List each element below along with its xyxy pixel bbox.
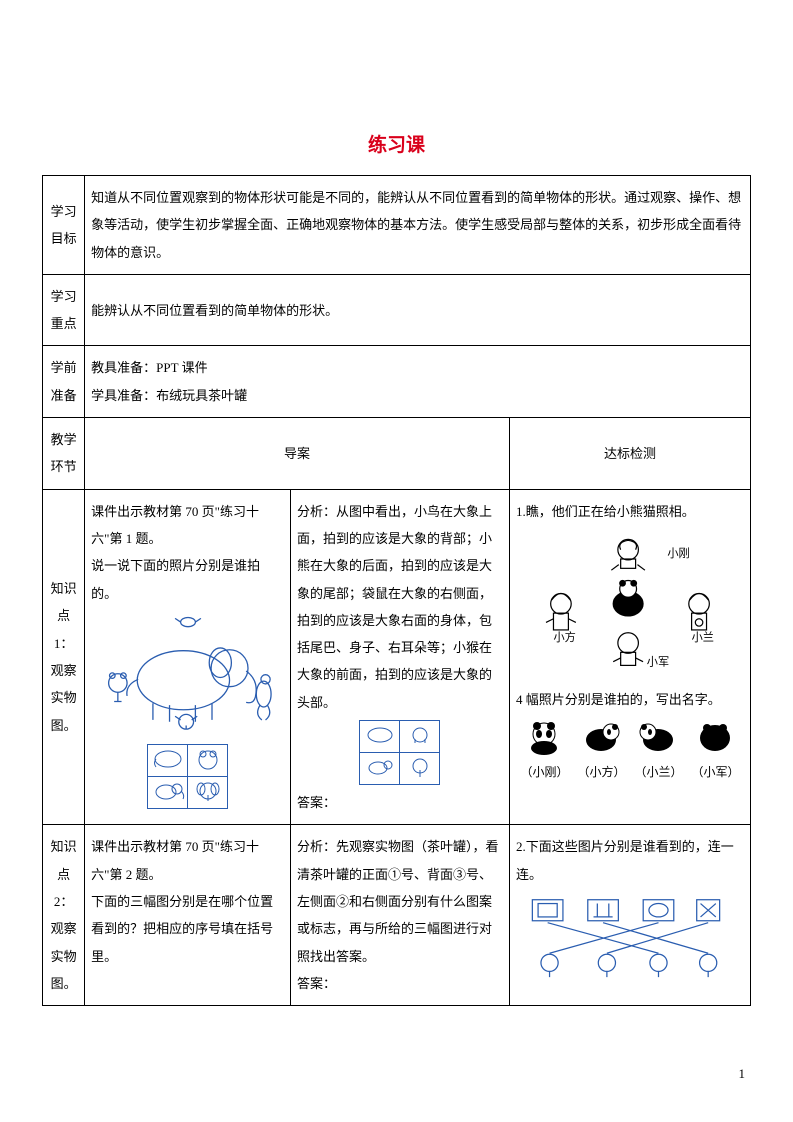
ans-cell	[400, 753, 440, 785]
view-side	[148, 777, 188, 809]
answer-names-row: （小刚） （小方） （小兰） （小军）	[516, 760, 744, 785]
kp1-col3-b: 4 幅照片分别是谁拍的，写出名字。	[516, 686, 744, 713]
table-row: 知识 点 1： 观察 实物 图。 课件出示教材第 70 页"练习十六"第 1 题…	[43, 489, 751, 825]
elephant-views-grid	[147, 744, 228, 809]
row-label-goal: 学习 目标	[43, 176, 85, 275]
kp1-col3-a: 1.瞧，他们正在给小熊猫照相。	[516, 498, 744, 525]
seg-col2-text: 导案	[284, 446, 310, 461]
kp1-analysis: 分析：从图中看出，小鸟在大象上面，拍到的应该是大象的背部；小熊在大象的后面，拍到…	[297, 498, 503, 716]
row-label-kp1: 知识 点 1： 观察 实物 图。	[43, 489, 85, 825]
lesson-table: 学习 目标 知道从不同位置观察到的物体形状可能是不同的，能辨认从不同位置看到的简…	[42, 175, 751, 1006]
kp2-answer-label: 答案：	[297, 970, 503, 997]
goal-cell: 知道从不同位置观察到的物体形状可能是不同的，能辨认从不同位置看到的简单物体的形状…	[85, 176, 751, 275]
ans-cell	[360, 721, 400, 753]
answer-label: 答案：	[297, 789, 336, 816]
view-back	[148, 745, 188, 777]
answer-block: 答案：	[297, 720, 503, 816]
kids-panda-svg: 小刚 小方 小兰 小军	[520, 531, 740, 671]
row-label-seg: 教学 环节	[43, 418, 85, 490]
elephant-scene-svg	[93, 611, 283, 731]
kp2-col1: 课件出示教材第 70 页"练习十六"第 2 题。 下面的三幅图分别是在哪个位置看…	[85, 825, 291, 1006]
elephant-illustration	[93, 611, 283, 809]
panda-icon	[522, 718, 566, 756]
kp2-col3: 2.下面这些图片分别是谁看到的，连一连。	[509, 825, 750, 1006]
answer-grid	[359, 720, 440, 785]
panda-photos-row	[516, 718, 744, 756]
kp2-col3-text: 2.下面这些图片分别是谁看到的，连一连。	[516, 833, 744, 888]
table-row: 教学 环节 导案 达标检测	[43, 418, 751, 490]
page-number: 1	[739, 1066, 746, 1082]
table-row: 知识 点 2： 观察 实物 图。 课件出示教材第 70 页"练习十六"第 2 题…	[43, 825, 751, 1006]
kp1-col2: 分析：从图中看出，小鸟在大象上面，拍到的应该是大象的背部；小熊在大象的后面，拍到…	[291, 489, 510, 825]
label-text: 知识 点 1： 观察 实物 图。	[51, 581, 77, 732]
label-text: 教学 环节	[51, 432, 77, 474]
prep-cell: 教具准备：PPT 课件 学具准备：布绒玩具茶叶罐	[85, 346, 751, 418]
page-title: 练习课	[42, 130, 751, 157]
kid-label-1: 小刚	[667, 546, 689, 560]
table-row: 学习 目标 知道从不同位置观察到的物体形状可能是不同的，能辨认从不同位置看到的简…	[43, 176, 751, 275]
panda-icon	[693, 718, 737, 756]
kp1-col1-b: 说一说下面的照片分别是谁拍的。	[91, 552, 284, 607]
panda-icon	[579, 718, 623, 756]
label-text: 学前 准备	[51, 360, 77, 402]
kp2-col1-a: 课件出示教材第 70 页"练习十六"第 2 题。	[91, 833, 284, 888]
kp2-col2: 分析：先观察实物图（茶叶罐），看清茶叶罐的正面①号、背面③号、左侧面②和右侧面分…	[291, 825, 510, 1006]
label-text: 学习 重点	[51, 289, 77, 331]
kid-label-4: 小军	[647, 655, 669, 668]
kids-illustration: 小刚 小方 小兰 小军	[516, 531, 744, 680]
kp1-col1-a: 课件出示教材第 70 页"练习十六"第 1 题。	[91, 498, 284, 553]
prep-line-1: 教具准备：PPT 课件	[91, 354, 744, 381]
prep-line-2: 学具准备：布绒玩具茶叶罐	[91, 382, 744, 409]
kid-label-2: 小方	[553, 630, 575, 644]
kp2-col1-b: 下面的三幅图分别是在哪个位置看到的？把相应的序号填在括号里。	[91, 888, 284, 970]
seg-col3-text: 达标检测	[604, 446, 656, 461]
kp1-col3: 1.瞧，他们正在给小熊猫照相。	[509, 489, 750, 825]
connect-illustration	[516, 894, 744, 989]
row-label-prep: 学前 准备	[43, 346, 85, 418]
kp1-col1: 课件出示教材第 70 页"练习十六"第 1 题。 说一说下面的照片分别是谁拍的。	[85, 489, 291, 825]
kid-label-3: 小兰	[692, 631, 714, 644]
ans-name: （小兰）	[634, 760, 682, 785]
seg-header-dabiao: 达标检测	[509, 418, 750, 490]
page-container: 练习课 学习 目标 知道从不同位置观察到的物体形状可能是不同的，能辨认从不同位置…	[0, 0, 793, 1046]
ans-name: （小刚）	[520, 760, 568, 785]
table-row: 学习 重点 能辨认从不同位置看到的简单物体的形状。	[43, 274, 751, 346]
ans-cell	[400, 721, 440, 753]
table-row: 学前 准备 教具准备：PPT 课件 学具准备：布绒玩具茶叶罐	[43, 346, 751, 418]
ans-name: （小方）	[577, 760, 625, 785]
row-label-focus: 学习 重点	[43, 274, 85, 346]
connect-svg	[516, 894, 736, 980]
seg-header-daoan: 导案	[85, 418, 510, 490]
view-front	[188, 777, 228, 809]
view-tail	[188, 745, 228, 777]
row-label-kp2: 知识 点 2： 观察 实物 图。	[43, 825, 85, 1006]
panda-icon	[636, 718, 680, 756]
label-text: 学习 目标	[51, 204, 77, 246]
kp2-analysis: 分析：先观察实物图（茶叶罐），看清茶叶罐的正面①号、背面③号、左侧面②和右侧面分…	[297, 833, 503, 969]
ans-cell	[360, 753, 400, 785]
ans-name: （小军）	[691, 760, 739, 785]
label-text: 知识 点 2： 观察 实物 图。	[51, 839, 77, 990]
focus-cell: 能辨认从不同位置看到的简单物体的形状。	[85, 274, 751, 346]
focus-text: 能辨认从不同位置看到的简单物体的形状。	[91, 303, 338, 318]
goal-text: 知道从不同位置观察到的物体形状可能是不同的，能辨认从不同位置看到的简单物体的形状…	[91, 190, 741, 260]
